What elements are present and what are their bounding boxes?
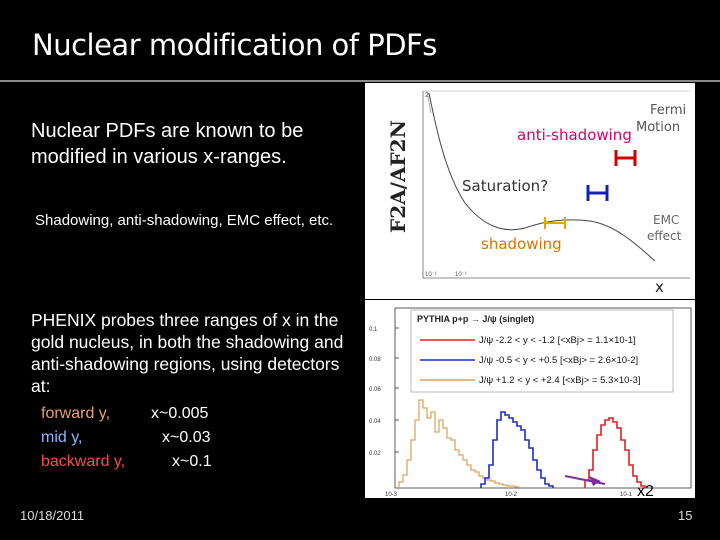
legend-title: PYTHIA p+p → J/ψ (singlet) [417, 314, 534, 324]
effects-paragraph: Shadowing, anti-shadowing, EMC effect, e… [35, 212, 334, 229]
plot-frame [394, 307, 692, 489]
x-tick-label: 10-2 [505, 492, 518, 498]
red-range-bracket [614, 150, 637, 166]
orange-range-bracket [544, 217, 566, 229]
detector-name-0: forward y, [41, 405, 111, 422]
detector-name-1: mid y, [41, 429, 83, 446]
histogram-mid [480, 411, 554, 488]
detector-x-0: x~0.005 [151, 405, 209, 422]
x-ticks: 10-3 10-2 10-1 [385, 492, 633, 498]
x-tick-left: 10⁻¹ [425, 272, 437, 278]
x-marker-label: x [655, 278, 664, 296]
detector-x-2: x~0.1 [172, 453, 212, 470]
saturation-label: Saturation? [462, 177, 548, 195]
detector-name-2: backward y, [41, 453, 126, 470]
y-ticks: 0.1 0.08 0.06 0.04 0.02 [369, 327, 399, 457]
y-tick-label: 0.1 [369, 327, 378, 333]
histogram-forward [398, 399, 520, 488]
pythia-histogram-svg: 0.1 0.08 0.06 0.04 0.02 10-3 10-2 10-1 PYTHIA … [369, 307, 692, 500]
nuclear-ratio-svg: F2A/AF2N 2 10⁻¹ 10⁻¹ Fermi Motion anti-s… [386, 90, 690, 296]
y-axis-label: F2A/AF2N [386, 120, 410, 233]
pythia-histogram-figure: 0.1 0.08 0.06 0.04 0.02 10-3 10-2 10-1 PYTHIA … [365, 300, 695, 500]
slide-title: Nuclear modification of PDFs [32, 28, 437, 62]
nuclear-ratio-figure: F2A/AF2N 2 10⁻¹ 10⁻¹ Fermi Motion anti-s… [365, 83, 695, 299]
histogram-backward [584, 417, 646, 488]
curve-edge [426, 90, 432, 114]
legend-label: J/ψ +1.2 < y < +2.4 [<xBj> = 5.3×10-3] [479, 375, 641, 386]
intro-paragraph: Nuclear PDFs are known to be modified in… [31, 120, 304, 168]
effect-label: effect [647, 229, 682, 243]
title-divider [0, 80, 720, 82]
y-tick-label: 0.08 [369, 357, 381, 363]
fermi-label: Fermi [650, 103, 686, 118]
legend-box [410, 309, 674, 393]
purple-arrowhead [589, 476, 601, 486]
legend-entries: J/ψ -2.2 < y < -1.2 [<xBj> = 1.1×10-1] J/… [420, 335, 641, 386]
phenix-paragraph: PHENIX probes three ranges of x in the g… [31, 310, 344, 396]
x-axis-label: x2 [637, 483, 654, 498]
y-tick-label: 0.06 [369, 387, 381, 393]
y-tick-label: 0.02 [369, 451, 381, 457]
x-tick-mid: 10⁻¹ [455, 272, 467, 278]
legend-label: J/ψ -2.2 < y < -1.2 [<xBj> = 1.1×10-1] [479, 335, 636, 346]
y-tick-2: 2 [425, 92, 429, 99]
legend-label: J/ψ -0.5 < y < +0.5 [<xBj> = 2.6×10-2] [479, 355, 638, 366]
motion-label: Motion [636, 120, 680, 135]
anti-shadowing-label: anti-shadowing [517, 126, 632, 144]
emc-label: EMC [653, 213, 679, 227]
footer-date: 10/18/2011 [20, 508, 85, 523]
x-tick-label: 10-3 [385, 492, 398, 498]
ratio-curve [428, 92, 656, 262]
purple-arrow [564, 475, 606, 485]
detector-x-1: x~0.03 [162, 429, 211, 446]
page-number: 15 [678, 508, 693, 523]
blue-range-bracket [586, 185, 609, 201]
shadowing-label: shadowing [481, 235, 562, 253]
x-tick-label: 10-1 [620, 492, 633, 498]
y-tick-label: 0.04 [369, 419, 381, 425]
